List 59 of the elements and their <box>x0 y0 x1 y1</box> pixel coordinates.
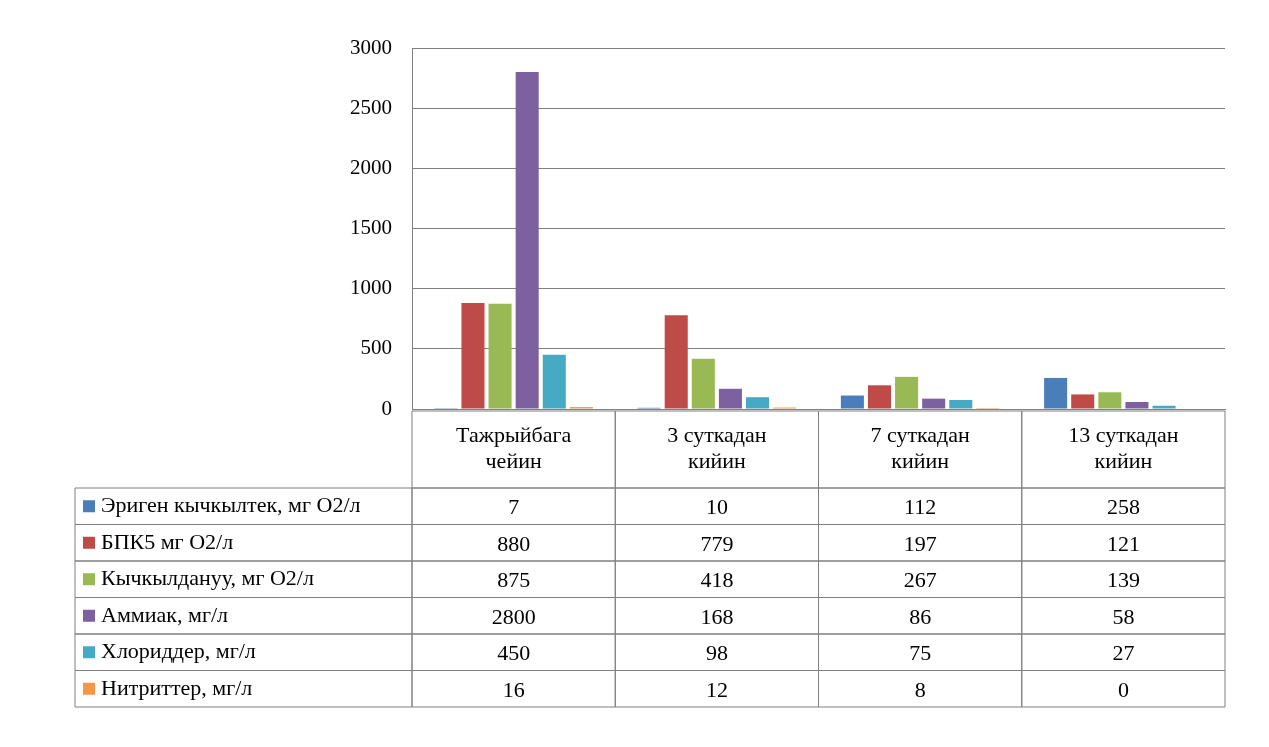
legend-label: Хлориддер, мг/л <box>101 638 256 664</box>
data-label: 450 <box>497 640 531 666</box>
data-label: 0 <box>1117 676 1129 702</box>
y-tick-label: 2500 <box>350 94 392 119</box>
bar <box>461 303 485 409</box>
y-tick-label: 2000 <box>350 154 392 179</box>
data-label: 875 <box>497 567 531 593</box>
x-tick-label: 13 суткадан кийин <box>1068 422 1179 474</box>
data-label: 27 <box>1112 640 1135 666</box>
bar <box>1071 394 1095 409</box>
data-label: 12 <box>705 676 728 702</box>
legend-label: Эриген кычкылтек, мг О2/л <box>101 492 361 518</box>
data-label: 98 <box>705 640 728 666</box>
legend-label: БПК5 мг О2/л <box>101 528 234 554</box>
bar <box>922 398 946 409</box>
y-tick-label: 0 <box>381 395 392 420</box>
bar <box>1098 392 1122 409</box>
x-tick-label: 7 суткадан кийин <box>870 422 971 474</box>
data-label: 75 <box>909 640 932 666</box>
legend-label: Аммиак, мг/л <box>101 601 229 627</box>
y-tick-label: 3000 <box>350 34 392 59</box>
bar <box>515 72 539 409</box>
y-tick-label: 1500 <box>350 215 392 240</box>
data-label: 112 <box>904 494 937 520</box>
bar <box>949 399 973 409</box>
data-label: 418 <box>700 567 734 593</box>
legend-label: Кычкылдануу, мг О2/л <box>101 565 314 591</box>
bar <box>895 376 919 409</box>
data-label: 880 <box>497 530 531 556</box>
bar <box>664 315 688 409</box>
data-label: 8 <box>914 676 926 702</box>
data-label: 267 <box>903 567 937 593</box>
data-label: 121 <box>1106 530 1140 556</box>
bar <box>718 388 742 409</box>
data-label: 197 <box>903 530 937 556</box>
data-label: 16 <box>502 676 525 702</box>
bar <box>1152 405 1176 409</box>
legend-label: Нитриттер, мг/л <box>101 674 253 700</box>
bar <box>867 385 891 409</box>
bar <box>691 358 715 409</box>
data-label: 58 <box>1112 603 1135 629</box>
bar <box>542 354 566 409</box>
data-label: 168 <box>700 603 734 629</box>
bar <box>840 395 864 409</box>
x-tick-label: Тажрыйбага чейин <box>456 422 572 474</box>
data-label: 86 <box>909 603 932 629</box>
bar <box>1125 402 1149 409</box>
data-label: 139 <box>1106 567 1140 593</box>
data-label: 10 <box>705 494 728 520</box>
bar <box>746 397 770 409</box>
bar <box>1044 377 1068 409</box>
data-label: 258 <box>1106 494 1140 520</box>
y-tick-label: 1000 <box>350 275 392 300</box>
bar <box>488 303 512 409</box>
y-tick-label: 500 <box>360 335 392 360</box>
data-label: 779 <box>700 530 734 556</box>
data-label: 7 <box>508 494 520 520</box>
x-tick-label: 3 суткадан кийин <box>667 422 767 474</box>
data-label: 2800 <box>491 603 536 629</box>
